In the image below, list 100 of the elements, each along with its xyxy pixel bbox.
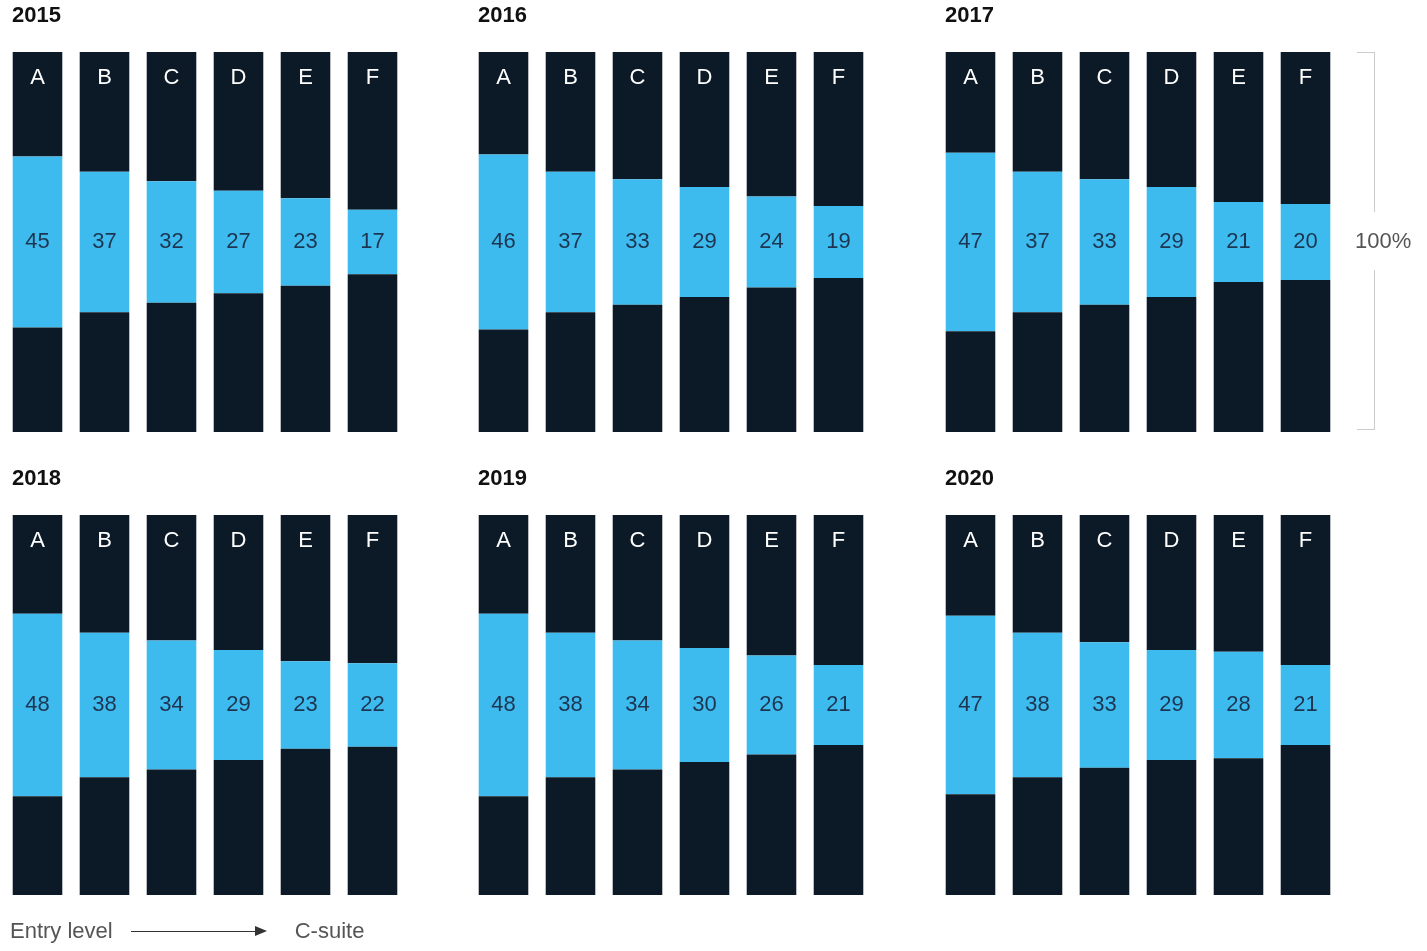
bar [1213, 515, 1264, 652]
bar [347, 746, 398, 895]
chart-title: 2015 [12, 2, 61, 28]
data-label: 29 [226, 691, 251, 717]
bar [1213, 202, 1264, 282]
bar [146, 302, 197, 432]
bar [1012, 777, 1063, 895]
bar [478, 52, 529, 155]
x-tick-label: C [163, 527, 180, 553]
bar [1146, 297, 1197, 432]
data-label: 30 [692, 691, 717, 717]
data-label: 34 [159, 691, 184, 717]
bar [146, 52, 197, 182]
bar [79, 777, 130, 895]
bar [1213, 52, 1264, 203]
bar [1079, 304, 1130, 432]
bar [347, 663, 398, 747]
x-tick-label: B [563, 64, 578, 90]
bar [1079, 52, 1130, 180]
x-tick-label: C [163, 64, 180, 90]
bar [545, 515, 596, 633]
bar [12, 156, 63, 328]
x-tick-label: F [365, 527, 380, 553]
data-label: 37 [1025, 228, 1050, 254]
bar [213, 649, 264, 761]
data-label: 32 [159, 228, 184, 254]
data-label: 21 [1226, 228, 1251, 254]
data-label: 23 [293, 691, 318, 717]
bar [945, 615, 996, 795]
data-label: 28 [1226, 691, 1251, 717]
bar [1012, 312, 1063, 432]
bar [1012, 171, 1063, 313]
bar [746, 754, 797, 895]
data-label: 38 [92, 691, 117, 717]
data-label: 47 [958, 691, 983, 717]
bar [79, 52, 130, 172]
x-tick-label: D [1163, 64, 1180, 90]
data-label: 33 [1092, 228, 1117, 254]
bar [612, 515, 663, 641]
bar [1012, 632, 1063, 778]
text: Entry level [10, 918, 113, 944]
data-label: 48 [25, 691, 50, 717]
bar [478, 329, 529, 432]
bar [813, 52, 864, 206]
bar [213, 293, 264, 432]
bar [945, 331, 996, 432]
bar [12, 613, 63, 797]
bar [347, 209, 398, 275]
x-tick-label: A [30, 527, 46, 553]
bar [280, 515, 331, 662]
bar [1213, 651, 1264, 759]
x-tick-label: B [97, 527, 112, 553]
x-tick-label: F [831, 64, 846, 90]
data-label: 46 [491, 228, 516, 254]
bar [679, 52, 730, 187]
bar [478, 515, 529, 614]
data-label: 45 [25, 228, 50, 254]
x-tick-label: A [496, 64, 512, 90]
bar [612, 640, 663, 770]
bar [478, 613, 529, 797]
data-label: 19 [826, 228, 851, 254]
data-label: 29 [1159, 691, 1184, 717]
x-tick-label: D [696, 64, 713, 90]
data-label: 27 [226, 228, 251, 254]
x-tick-label: A [963, 64, 979, 90]
bar [347, 274, 398, 432]
x-tick-label: B [1030, 527, 1045, 553]
data-label: 17 [360, 228, 385, 254]
bar [79, 312, 130, 432]
data-label: 33 [1092, 691, 1117, 717]
bar [679, 186, 730, 298]
chart-title: 2019 [478, 465, 527, 491]
bar [746, 287, 797, 432]
bar [1280, 515, 1331, 666]
x-tick-label: E [1231, 527, 1246, 553]
x-tick-label: B [97, 64, 112, 90]
x-tick-label: A [963, 527, 979, 553]
bar [612, 52, 663, 180]
bar [679, 515, 730, 648]
x-tick-label: F [365, 64, 380, 90]
x-tick-label: E [298, 527, 313, 553]
bar [545, 632, 596, 778]
bar [679, 648, 730, 762]
bar [1280, 52, 1331, 204]
bar [280, 52, 331, 199]
bar [478, 796, 529, 895]
text: 100% [1355, 228, 1412, 254]
bar [280, 661, 331, 749]
bar [813, 744, 864, 895]
bar [545, 171, 596, 313]
bar [1213, 281, 1264, 432]
bar [79, 171, 130, 313]
bar [813, 515, 864, 666]
bar [813, 278, 864, 432]
data-label: 22 [360, 691, 385, 717]
bar [679, 762, 730, 895]
bar [12, 52, 63, 157]
data-label: 29 [692, 228, 717, 254]
x-tick-label: D [230, 527, 247, 553]
bar [1079, 642, 1130, 768]
